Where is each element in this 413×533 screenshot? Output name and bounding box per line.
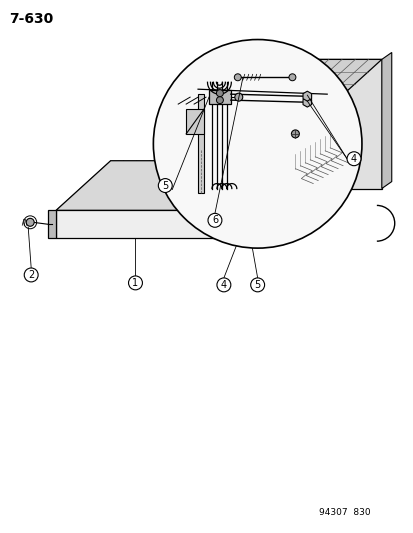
Circle shape [216,96,223,103]
Polygon shape [56,161,294,211]
Circle shape [242,227,247,232]
Polygon shape [56,211,239,238]
Circle shape [346,152,360,166]
Circle shape [216,278,230,292]
Text: 94307  830: 94307 830 [318,508,370,518]
Circle shape [26,219,34,227]
Circle shape [234,93,242,101]
Circle shape [291,130,299,138]
Text: 4: 4 [350,154,356,164]
Circle shape [239,214,249,224]
Text: 3: 3 [231,193,237,204]
Text: 5: 5 [162,181,168,190]
Circle shape [227,191,241,205]
Polygon shape [381,52,391,189]
Circle shape [234,74,241,81]
Polygon shape [247,59,301,238]
Polygon shape [301,59,381,189]
Circle shape [24,268,38,282]
Circle shape [128,276,142,290]
Circle shape [288,74,295,81]
Polygon shape [241,59,301,109]
Polygon shape [48,211,56,238]
Circle shape [153,39,361,248]
Polygon shape [186,109,204,134]
Circle shape [250,278,264,292]
Circle shape [158,179,172,192]
Circle shape [216,90,223,96]
Polygon shape [247,59,381,109]
Circle shape [207,213,221,227]
Polygon shape [239,161,294,238]
Polygon shape [197,94,204,193]
Text: 4: 4 [220,280,226,290]
Bar [311,131,321,138]
Text: 5: 5 [254,280,260,290]
Text: 7-630: 7-630 [9,12,53,26]
Text: 1: 1 [132,278,138,288]
Circle shape [239,224,249,234]
Text: 2: 2 [28,270,34,280]
Text: 6: 6 [211,215,218,225]
Bar [209,90,230,104]
Circle shape [242,217,247,222]
Bar [311,114,321,122]
